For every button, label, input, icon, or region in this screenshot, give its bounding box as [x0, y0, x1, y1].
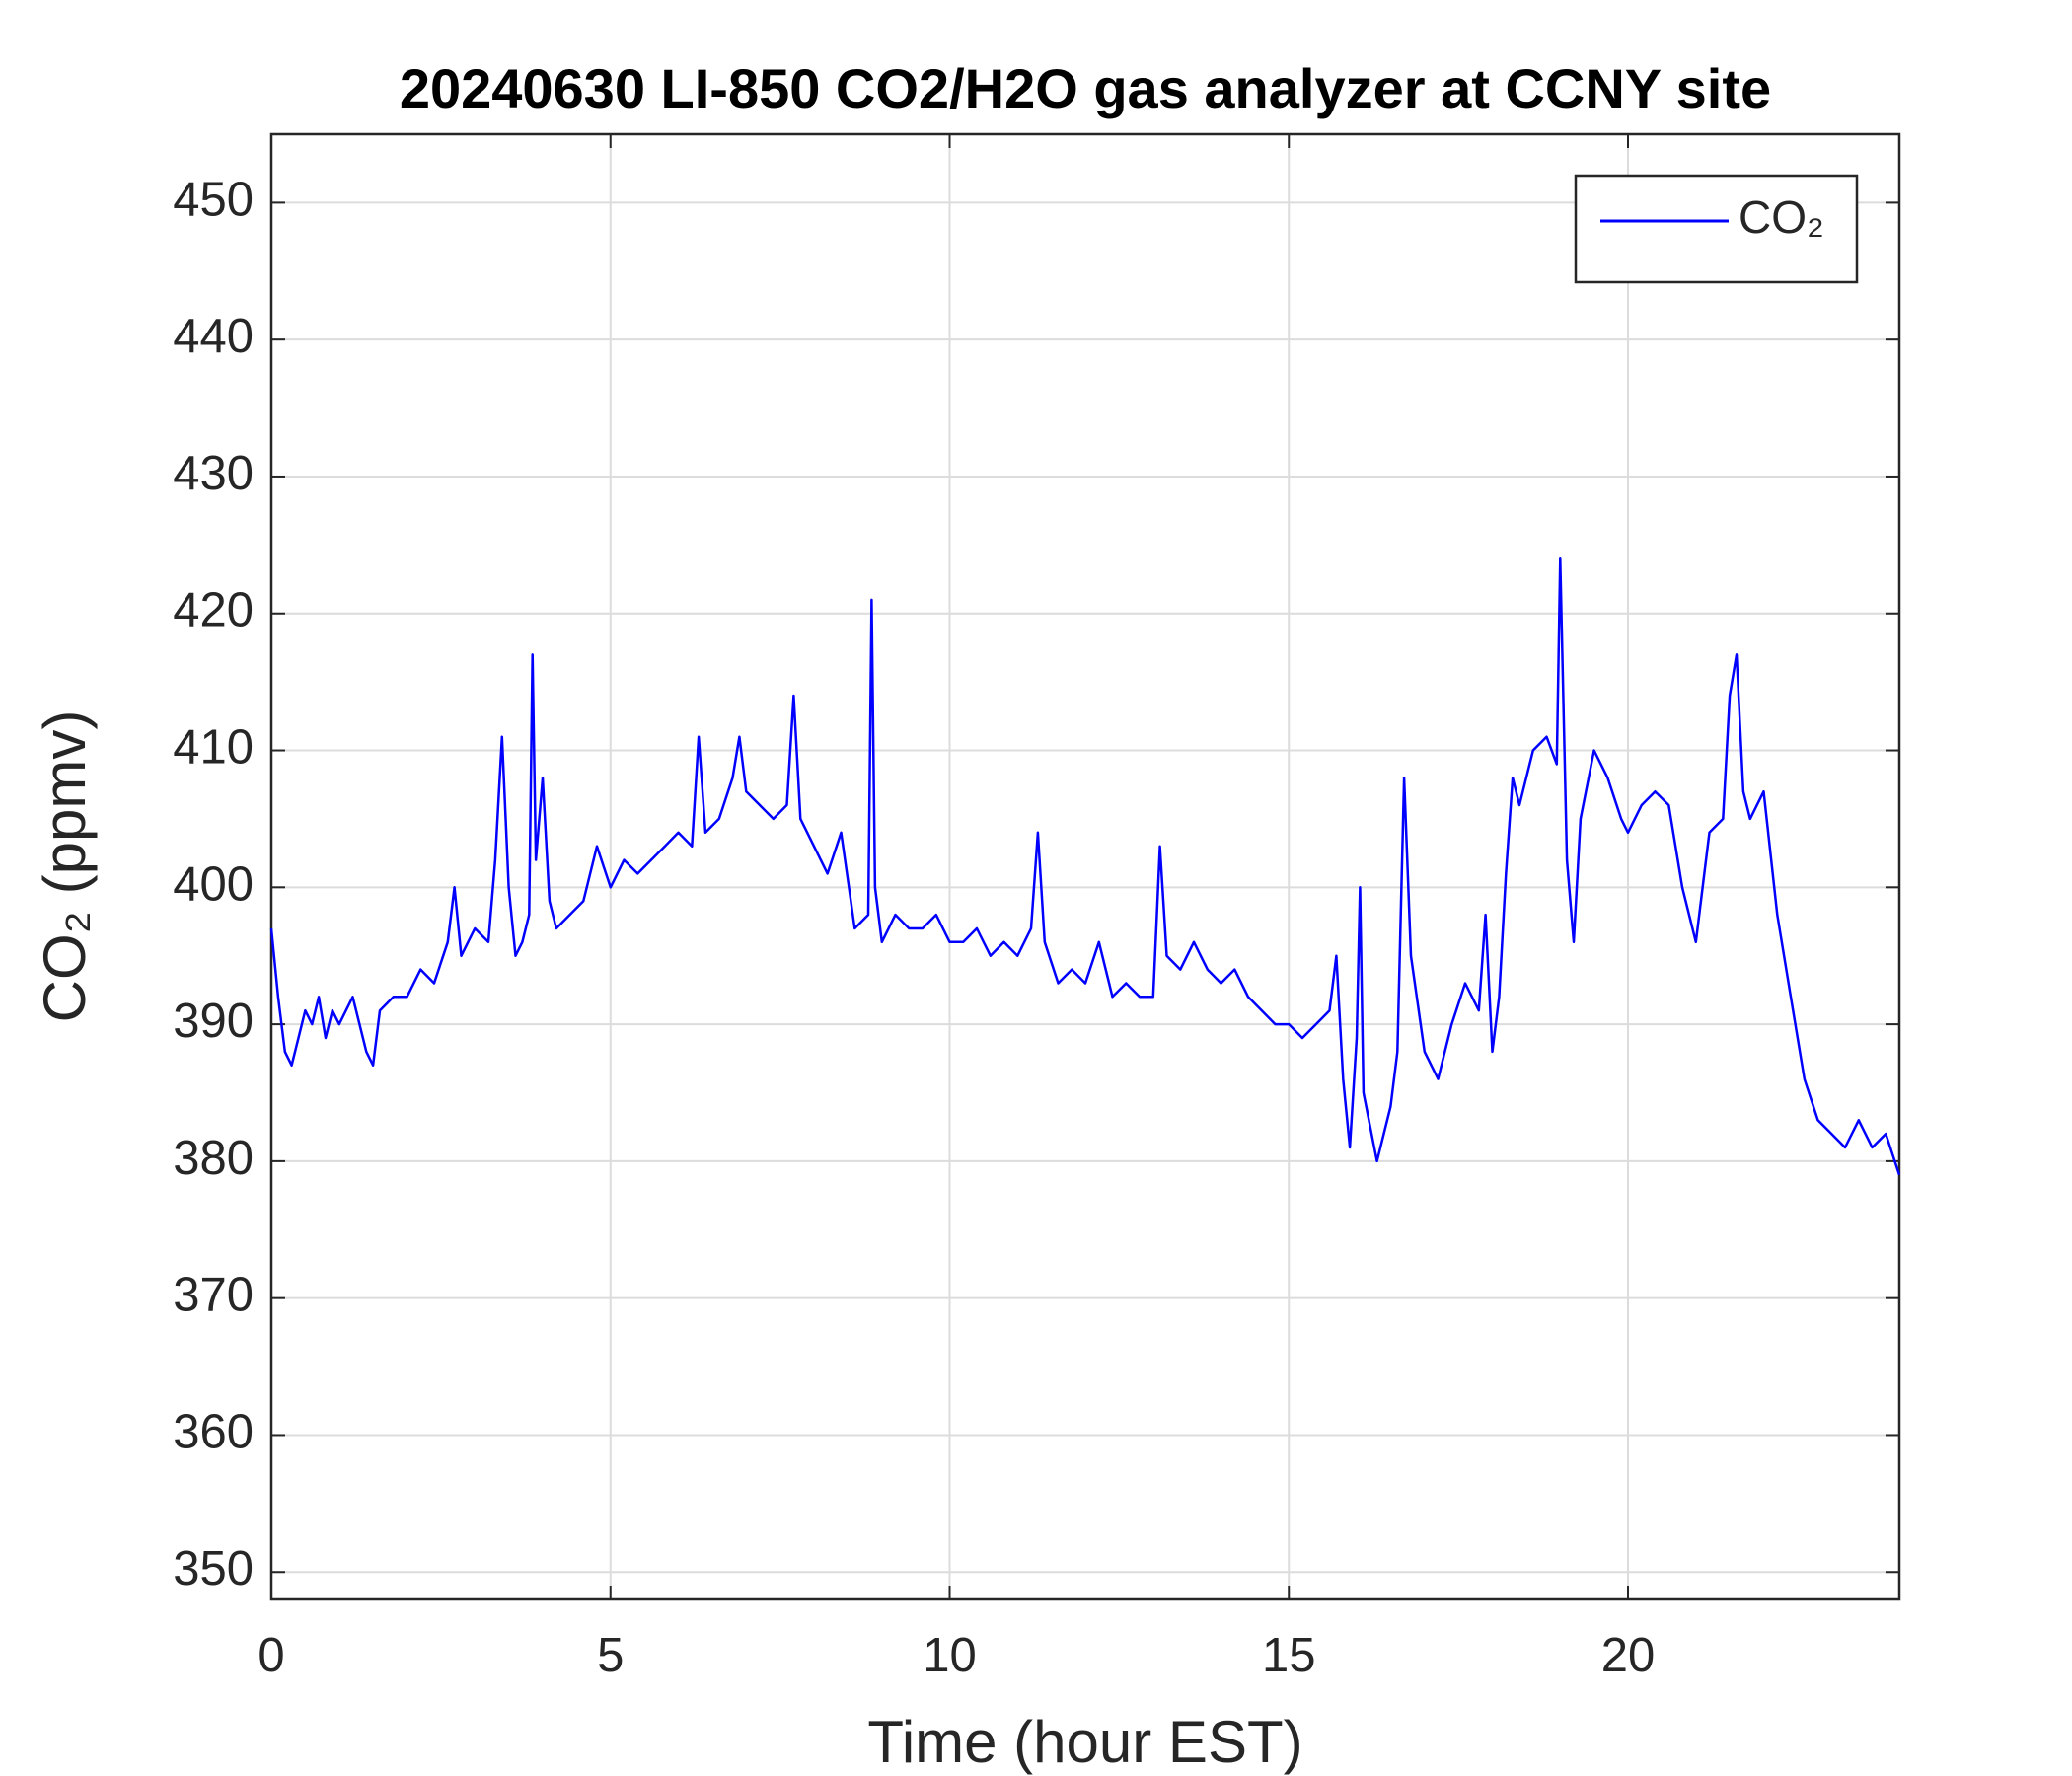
- data-line: [269, 556, 1901, 1176]
- y-tick-label: 390: [173, 995, 254, 1048]
- y-axis-label: CO₂ (ppmv): [32, 710, 98, 1023]
- x-tick-label: 10: [923, 1629, 977, 1682]
- y-tick-label: 360: [173, 1405, 254, 1458]
- x-tick-label: 5: [597, 1629, 624, 1682]
- plot-frame: [269, 132, 1901, 1601]
- chart-title: 20240630 LI-850 CO2/H2O gas analyzer at …: [400, 57, 1771, 119]
- y-tick-label: 420: [173, 584, 254, 637]
- legend-box: [1574, 174, 1859, 284]
- y-tick-label: 380: [173, 1132, 254, 1185]
- y-tick-label: 370: [173, 1269, 254, 1322]
- y-tick-label: 440: [173, 310, 254, 363]
- y-tick-label: 350: [173, 1542, 254, 1595]
- x-tick-label: 15: [1262, 1629, 1316, 1682]
- y-tick-label: 400: [173, 857, 254, 911]
- x-tick-label: 20: [1601, 1629, 1656, 1682]
- x-axis-label: Time (hour EST): [867, 1709, 1302, 1775]
- x-tick-label: 0: [258, 1629, 284, 1682]
- legend-label: CO₂: [1739, 191, 1824, 243]
- y-tick-label: 450: [173, 173, 254, 226]
- y-tick-label: 430: [173, 447, 254, 500]
- y-tick-label: 410: [173, 720, 254, 774]
